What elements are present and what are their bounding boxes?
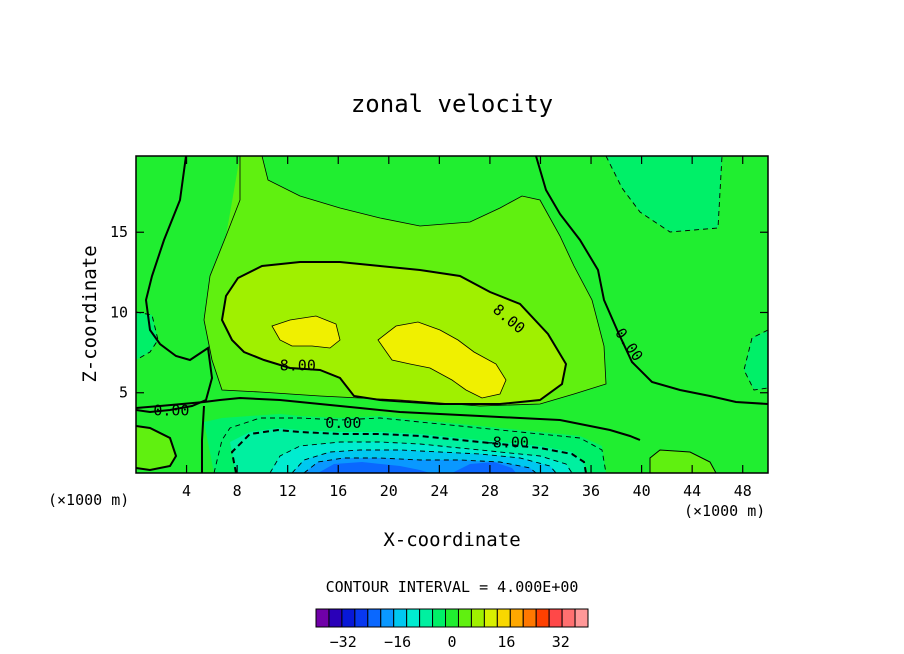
contour-label-text: 0.00	[325, 414, 361, 432]
colorbar-tick-label: 32	[552, 633, 570, 651]
colorbar-swatch	[535, 608, 550, 628]
colorbar-swatch	[432, 608, 447, 628]
x-tick-label: 48	[734, 482, 752, 500]
colorbar-swatch	[406, 608, 421, 628]
contour-interval-text: CONTOUR INTERVAL = 4.000E+00	[326, 578, 579, 596]
y-axis-title: Z-coordinate	[79, 245, 101, 382]
contour-minus4	[136, 156, 768, 473]
contour-lower-left	[136, 425, 178, 472]
colorbar-swatch	[483, 608, 498, 628]
x-tick-label: 36	[582, 482, 600, 500]
plot-frame	[135, 155, 769, 474]
contour-label: 0.00	[325, 414, 361, 432]
contour-label: −8.00	[484, 434, 529, 452]
plot-area: 8.000.008.000.000.00−8.00	[136, 156, 768, 473]
x-tick-label: 4	[182, 482, 191, 500]
colorbar-swatch	[522, 608, 537, 628]
colorbar-tick-label: 0	[447, 633, 456, 651]
region-minus24	[318, 462, 516, 473]
x-tick-label: 24	[430, 482, 448, 500]
contour-zero-east	[535, 156, 768, 405]
contour-plus12	[271, 315, 507, 399]
contour-label: 8.00	[280, 356, 316, 374]
colorbar-swatch	[574, 608, 589, 628]
colorbar-swatch	[380, 608, 395, 628]
x-tick-label: 20	[380, 482, 398, 500]
colorbar-tick-label: −32	[330, 633, 357, 651]
region-plus16-east	[378, 322, 506, 398]
x-tick-label: 16	[329, 482, 347, 500]
colorbar	[315, 608, 589, 628]
x-tick-label: 44	[683, 482, 701, 500]
colorbar-swatch	[470, 608, 485, 628]
y-axis: 5 10 15	[110, 223, 768, 402]
y-tick-label: 15	[110, 223, 128, 241]
x-unit-label-left: (×1000 m)	[48, 491, 129, 509]
region-left-edge	[136, 312, 158, 360]
colorbar-ticks: −32 −16 0 16 32	[330, 633, 570, 651]
region-upper-right	[606, 156, 722, 232]
contour-zero-upper	[136, 156, 214, 414]
x-tick-label: 8	[233, 482, 242, 500]
x-tick-label: 12	[279, 482, 297, 500]
colorbar-swatch	[393, 608, 408, 628]
x-axis: 4 8 12 16 20 24 28 32 36 40 44 48	[182, 156, 752, 500]
contour-zero-lower	[136, 396, 641, 441]
x-tick-label: 40	[633, 482, 651, 500]
colorbar-swatch	[548, 608, 563, 628]
contour-labels: 8.000.008.000.000.00−8.00	[153, 300, 646, 452]
y-tick-label: 5	[119, 384, 128, 402]
colorbar-swatch	[509, 608, 524, 628]
chart-title: zonal velocity	[351, 90, 553, 118]
colorbar-swatch	[445, 608, 459, 628]
y-tick-label: 10	[110, 303, 128, 321]
contour-minus8	[230, 428, 587, 473]
colorbar-swatch	[328, 608, 343, 628]
contour-zero-left-lower	[201, 405, 205, 473]
colorbar-swatch	[419, 608, 434, 628]
contour-minus16	[291, 449, 557, 473]
x-tick-label: 32	[531, 482, 549, 500]
x-axis-title: X-coordinate	[383, 529, 520, 551]
contour-label-text: 8.00	[280, 356, 316, 374]
x-tick-label: 28	[481, 482, 499, 500]
x-unit-label-right: (×1000 m)	[684, 502, 765, 520]
region-right-edge	[744, 330, 768, 390]
contour-plus8	[220, 261, 568, 405]
colorbar-tick-label: 16	[497, 633, 515, 651]
colorbar-swatch	[496, 608, 511, 628]
contour-label: 0.00	[153, 401, 189, 419]
colorbar-swatch	[341, 608, 356, 628]
colorbar-swatch	[367, 608, 382, 628]
contour-label-text: 0.00	[153, 401, 189, 419]
contour-plus4	[203, 156, 607, 407]
colorbar-tick-label: −16	[384, 633, 411, 651]
colorbar-swatch	[457, 608, 472, 628]
contour-label-text: −8.00	[484, 434, 529, 452]
colorbar-swatch	[561, 608, 576, 628]
region-plus16-west	[272, 316, 340, 348]
colorbar-swatch	[315, 608, 330, 628]
colorbar-swatch	[354, 608, 369, 628]
contour-minus20	[303, 457, 537, 473]
contour-lower-right	[649, 449, 717, 473]
region-lower-right	[650, 450, 716, 473]
contour-minus12	[269, 441, 573, 473]
